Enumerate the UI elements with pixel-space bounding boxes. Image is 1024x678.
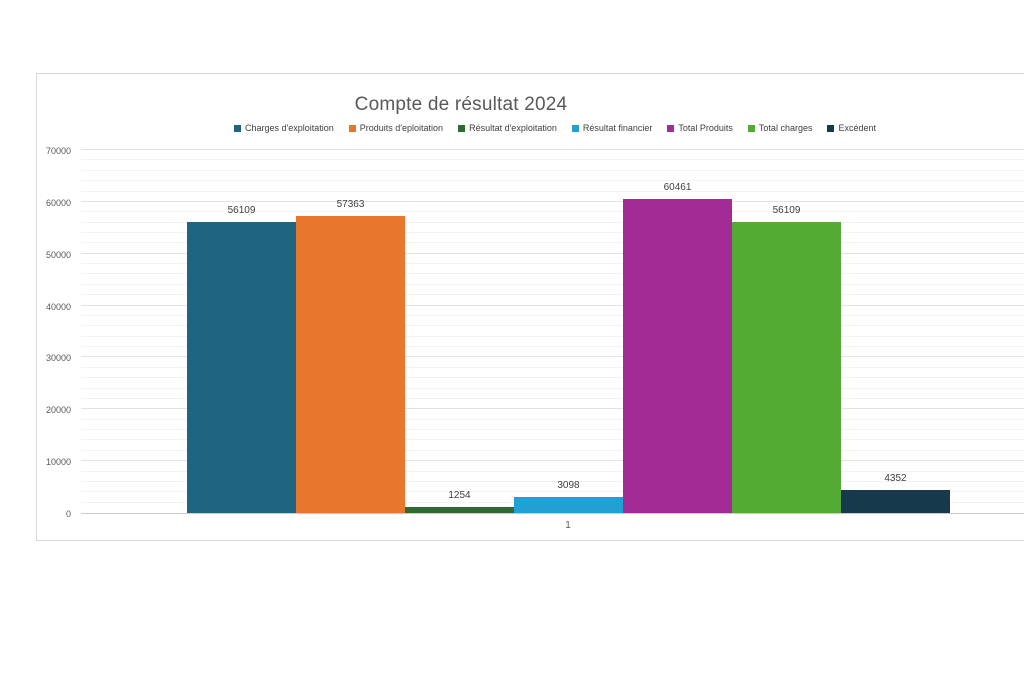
legend-label: Charges d'exploitation [245, 123, 334, 133]
major-gridline [81, 252, 1024, 254]
major-gridline [81, 460, 1024, 462]
legend-swatch-icon [747, 124, 755, 132]
minor-gridline [81, 429, 1024, 431]
bar-value-label: 60461 [663, 182, 692, 194]
minor-gridline [81, 325, 1024, 327]
minor-gridline [81, 190, 1024, 192]
major-gridline [81, 149, 1024, 150]
legend-swatch-icon [348, 124, 356, 132]
legend-swatch-icon [571, 124, 579, 132]
bar-charges-d-exploitation[interactable] [187, 222, 296, 513]
bar-excedent[interactable] [841, 490, 950, 513]
legend-item-excedent[interactable]: Excédent [827, 123, 876, 133]
minor-gridline [81, 263, 1024, 265]
minor-gridline [81, 242, 1024, 244]
legend-label: Résultat d'exploitation [469, 123, 557, 133]
minor-gridline [81, 387, 1024, 389]
minor-gridline [81, 418, 1024, 420]
minor-gridline [81, 439, 1024, 441]
major-gridline [81, 304, 1024, 306]
minor-gridline [81, 221, 1024, 223]
y-tick-label: 70000 [45, 146, 71, 156]
legend-item-resultat-d-exploitation[interactable]: Résultat d'exploitation [458, 123, 557, 133]
minor-gridline [81, 470, 1024, 472]
y-tick-label: 10000 [45, 457, 71, 468]
minor-gridline [81, 346, 1024, 348]
minor-gridline [81, 377, 1024, 379]
legend-swatch-icon [667, 124, 675, 132]
minor-gridline [81, 491, 1024, 493]
major-gridline [81, 356, 1024, 358]
legend-item-total-charges[interactable]: Total charges [747, 123, 813, 133]
minor-gridline [81, 366, 1024, 368]
major-gridline [81, 200, 1024, 202]
y-tick-label: 40000 [45, 301, 71, 312]
y-tick-label: 50000 [45, 249, 71, 260]
legend-label: Produits d'eploitation [359, 123, 444, 133]
legend-label: Total Produits [678, 123, 733, 133]
bar-produits-d-eploitation[interactable] [296, 215, 405, 513]
chart-frame[interactable]: Compte de résultat 2024 Charges d'exploi… [36, 73, 1024, 541]
legend-swatch-icon [458, 124, 466, 132]
minor-gridline [81, 294, 1024, 296]
y-tick-label: 60000 [45, 197, 71, 208]
legend-item-produits-d-eploitation[interactable]: Produits d'eploitation [348, 123, 444, 133]
minor-gridline [81, 397, 1024, 399]
bar-value-label: 1254 [448, 489, 471, 501]
minor-gridline [81, 480, 1024, 482]
chart-title: Compte de résultat 2024 [354, 94, 568, 115]
minor-gridline [81, 314, 1024, 316]
plot-area: 56109 57363 1254 3098 60461 56109 4352 [81, 149, 1024, 514]
legend-swatch-icon [234, 124, 242, 132]
legend-item-resultat-financier[interactable]: Résultat financier [571, 123, 653, 133]
y-tick-label: 20000 [45, 405, 71, 416]
bar-value-label: 3098 [557, 479, 580, 491]
minor-gridline [81, 180, 1024, 182]
minor-gridline [81, 273, 1024, 275]
bar-total-charges[interactable] [732, 222, 841, 513]
minor-gridline [81, 211, 1024, 213]
bar-total-produits[interactable] [623, 199, 732, 513]
minor-gridline [81, 335, 1024, 337]
minor-gridline [81, 449, 1024, 451]
legend: Charges d'exploitation Produits d'eploita… [234, 123, 876, 133]
legend-label: Résultat financier [582, 123, 653, 133]
legend-item-charges-d-exploitation[interactable]: Charges d'exploitation [234, 123, 334, 133]
bar-resultat-d-exploitation[interactable] [405, 506, 514, 513]
legend-label: Total charges [758, 123, 813, 133]
legend-swatch-icon [827, 124, 835, 132]
legend-item-total-produits[interactable]: Total Produits [667, 123, 733, 133]
y-axis: 0 10000 20000 30000 40000 50000 60000 70000 [37, 146, 73, 519]
bar-value-label: 4352 [884, 473, 907, 485]
minor-gridline [81, 159, 1024, 161]
bar-value-label: 56109 [227, 205, 256, 217]
bar-value-label: 56109 [772, 205, 801, 217]
minor-gridline [81, 231, 1024, 233]
minor-gridline [81, 169, 1024, 171]
major-gridline [81, 408, 1024, 410]
bar-resultat-financier[interactable] [514, 496, 623, 513]
y-tick-label: 30000 [45, 353, 71, 364]
bar-value-label: 57363 [336, 198, 365, 210]
legend-label: Excédent [838, 123, 876, 133]
y-tick-label: 0 [65, 509, 71, 519]
x-axis-category-label: 1 [565, 520, 571, 531]
minor-gridline [81, 283, 1024, 285]
